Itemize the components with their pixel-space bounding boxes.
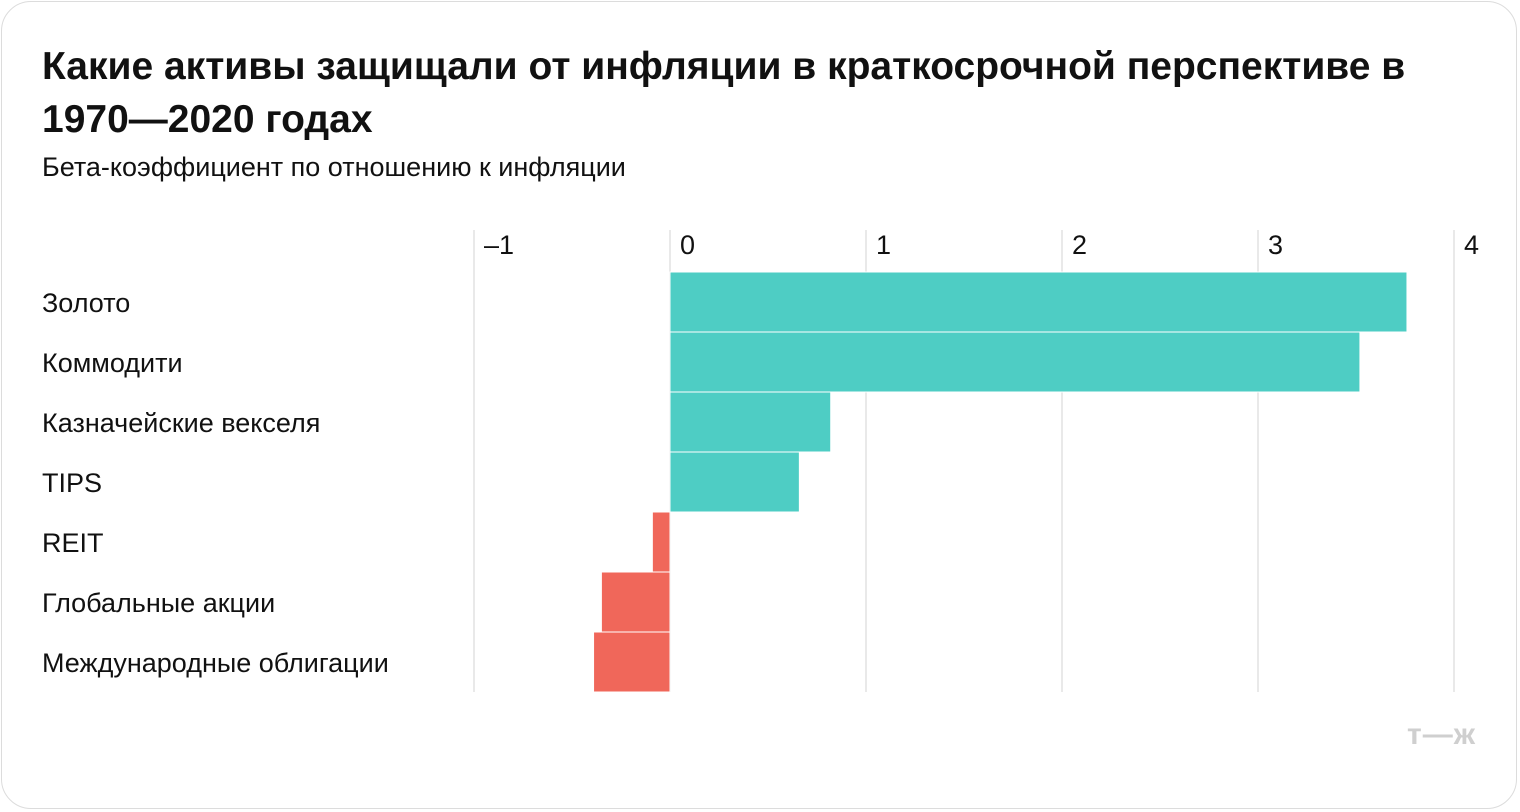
x-tick-label: 2 — [1072, 230, 1087, 260]
brand-logo: т—ж — [1407, 718, 1476, 751]
bar — [669, 331, 1361, 393]
chart-subtitle: Бета-коэффициент по отношению к инфляции — [42, 152, 626, 182]
bar — [651, 511, 671, 573]
category-label: REIT — [42, 528, 104, 558]
bar — [600, 571, 671, 633]
category-label: Коммодити — [42, 348, 183, 378]
category-label: Золото — [42, 288, 130, 318]
x-tick-label: 0 — [680, 230, 695, 260]
x-tick-label: 1 — [876, 230, 891, 260]
x-tick-label: 4 — [1464, 230, 1479, 260]
chart-title: Какие активы защищали от инфляции в крат… — [42, 45, 1406, 141]
bar — [669, 271, 1408, 333]
x-tick-label: –1 — [484, 230, 514, 260]
bar — [593, 631, 671, 693]
bar — [669, 391, 832, 453]
category-label: Казначейские векселя — [42, 408, 320, 438]
bar — [669, 451, 800, 513]
category-label: Международные облигации — [42, 648, 389, 678]
x-tick-label: 3 — [1268, 230, 1283, 260]
category-label: TIPS — [42, 468, 102, 498]
category-label: Глобальные акции — [42, 588, 275, 618]
